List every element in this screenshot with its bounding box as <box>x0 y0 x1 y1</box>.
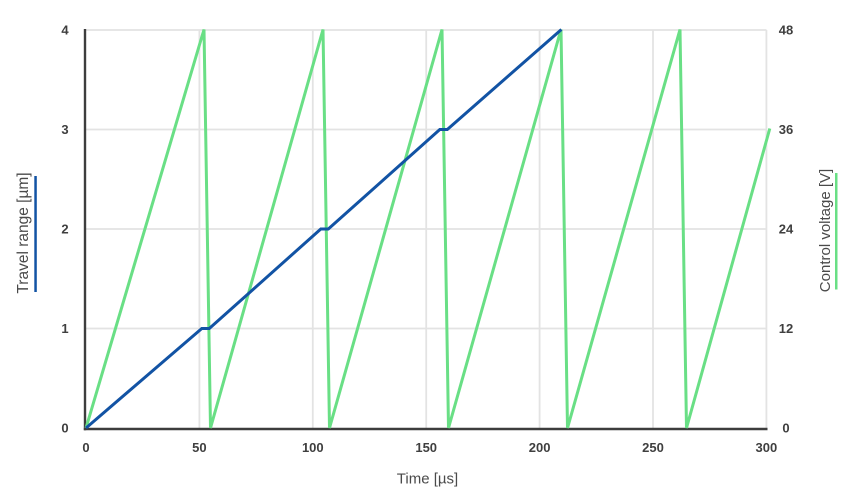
svg-text:Control voltage [V]: Control voltage [V] <box>817 169 834 292</box>
svg-text:1: 1 <box>61 321 68 336</box>
svg-text:Travel range [µm]: Travel range [µm] <box>15 172 32 293</box>
svg-text:36: 36 <box>779 122 793 137</box>
svg-text:250: 250 <box>642 440 664 455</box>
svg-text:Time [µs]: Time [µs] <box>397 471 458 488</box>
svg-text:150: 150 <box>415 440 437 455</box>
svg-text:200: 200 <box>529 440 551 455</box>
svg-text:3: 3 <box>61 122 68 137</box>
svg-text:0: 0 <box>782 421 789 436</box>
svg-text:300: 300 <box>756 440 778 455</box>
svg-text:0: 0 <box>82 440 89 455</box>
svg-text:100: 100 <box>302 440 324 455</box>
svg-text:0: 0 <box>61 421 68 436</box>
svg-text:12: 12 <box>779 321 793 336</box>
svg-text:50: 50 <box>192 440 206 455</box>
svg-text:2: 2 <box>61 222 68 237</box>
svg-text:24: 24 <box>779 222 794 237</box>
svg-text:4: 4 <box>61 23 69 38</box>
svg-text:48: 48 <box>779 23 793 38</box>
